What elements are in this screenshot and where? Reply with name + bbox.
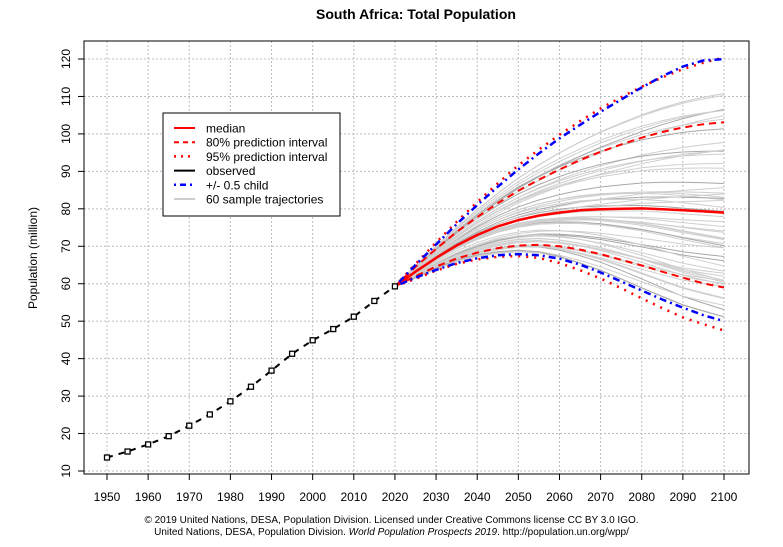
observed-point xyxy=(186,422,193,429)
sample-trajectory xyxy=(394,240,725,287)
observed-point xyxy=(103,454,111,461)
y-tick-label: 50 xyxy=(59,314,73,328)
observed-point xyxy=(124,448,131,455)
legend-label: median xyxy=(206,122,245,136)
observed-point xyxy=(268,367,275,374)
chart-title: South Africa: Total Population xyxy=(316,6,516,22)
citation-suffix: . http://population.un.org/wpp/ xyxy=(497,527,629,538)
sample-trajectory xyxy=(394,249,725,318)
series-95-pi-upper xyxy=(393,56,725,288)
sample-trajectory xyxy=(394,233,725,287)
observed-point xyxy=(288,350,296,357)
observed-point xyxy=(144,441,152,448)
sample-trajectory xyxy=(394,237,725,287)
y-tick-label: 100 xyxy=(59,124,73,144)
citation-title: World Population Prospects 2019 xyxy=(348,527,498,538)
x-tick-label: 2020 xyxy=(382,490,409,504)
x-tick-label: 1960 xyxy=(135,490,162,504)
series-median xyxy=(394,207,725,288)
sample-trajectory xyxy=(394,219,725,287)
y-tick-label: 60 xyxy=(59,277,73,291)
x-tick-label: 2100 xyxy=(711,490,738,504)
y-tick-label: 80 xyxy=(59,202,73,216)
legend-label: observed xyxy=(206,164,255,178)
legend-label: 95% prediction interval xyxy=(206,150,327,164)
legend-label: 60 sample trajectories xyxy=(206,193,323,207)
projection-series xyxy=(393,56,725,332)
sample-trajectory xyxy=(394,142,725,287)
series--0-5-child xyxy=(394,57,725,288)
observed-series xyxy=(103,283,399,461)
sample-trajectory xyxy=(394,229,725,287)
x-tick-label: 2000 xyxy=(299,490,326,504)
x-tick-label: 1990 xyxy=(258,490,285,504)
sample-trajectory xyxy=(394,110,725,287)
series-80-pi-lower xyxy=(394,243,725,289)
observed-point xyxy=(165,433,172,440)
observed-point xyxy=(391,283,399,290)
observed-point xyxy=(227,398,234,405)
observed-line xyxy=(106,285,396,459)
observed-point xyxy=(371,297,378,305)
legend-label: 80% prediction interval xyxy=(206,136,327,150)
sample-trajectory xyxy=(394,93,725,287)
x-tick-label: 1970 xyxy=(176,490,203,504)
y-tick-label: 110 xyxy=(59,87,73,106)
sample-trajectory xyxy=(394,149,725,287)
observed-point xyxy=(309,337,316,344)
x-tick-label: 2080 xyxy=(628,490,655,504)
citation-line: United Nations, DESA, Population Divisio… xyxy=(0,527,783,538)
series-80-pi-upper xyxy=(394,121,725,288)
sample-trajectory xyxy=(394,149,725,287)
observed-point xyxy=(247,383,255,390)
series--0-5-child xyxy=(394,252,725,323)
y-tick-label: 40 xyxy=(59,352,73,366)
sample-trajectory xyxy=(394,115,725,287)
x-tick-label: 2040 xyxy=(464,490,491,504)
y-axis-label: Population (million) xyxy=(26,207,40,309)
y-axis: 10 20 30 40 50 60 70 80 90 100 110 120 xyxy=(59,49,84,478)
y-tick-label: 10 xyxy=(59,464,73,478)
x-tick-label: 2090 xyxy=(670,490,697,504)
y-tick-label: 30 xyxy=(59,389,73,403)
x-tick-label: 2060 xyxy=(546,490,573,504)
x-tick-label: 2050 xyxy=(505,490,532,504)
y-tick-label: 70 xyxy=(59,239,73,253)
x-tick-label: 1950 xyxy=(94,490,121,504)
y-tick-label: 90 xyxy=(59,164,73,178)
plot-frame xyxy=(83,40,750,475)
citation-prefix: United Nations, DESA, Population Divisio… xyxy=(154,527,349,538)
y-tick-label: 20 xyxy=(59,427,73,441)
legend-label: +/- 0.5 child xyxy=(206,178,268,192)
copyright-line: © 2019 United Nations, DESA, Population … xyxy=(144,515,639,526)
x-tick-label: 1980 xyxy=(217,490,244,504)
observed-point xyxy=(330,325,337,333)
x-tick-label: 2030 xyxy=(423,490,450,504)
x-tick-label: 2010 xyxy=(340,490,367,504)
y-tick-label: 120 xyxy=(59,49,73,69)
observed-point xyxy=(350,313,357,320)
x-axis: 1950 1960 1970 1980 1990 2000 2010 2020 2030 2040… xyxy=(94,474,738,504)
x-tick-label: 2070 xyxy=(587,490,614,504)
observed-point xyxy=(206,411,213,418)
sample-trajectory xyxy=(394,191,725,287)
sample-trajectory xyxy=(394,109,725,287)
sample-trajectory xyxy=(394,198,725,287)
series-95-pi-lower xyxy=(394,254,725,332)
